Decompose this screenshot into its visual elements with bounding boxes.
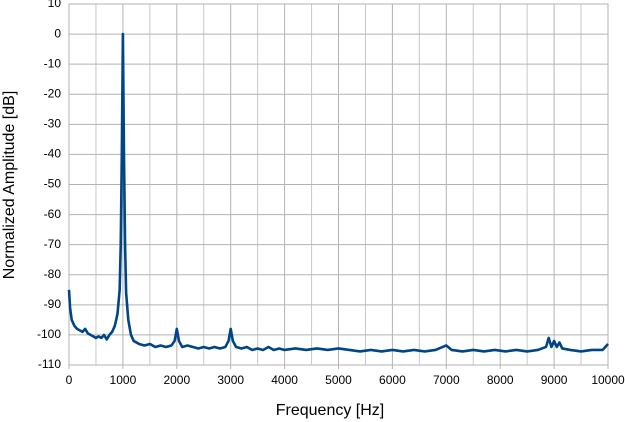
y-tick-label: 10 xyxy=(48,0,62,10)
x-tick-label: 9000 xyxy=(541,373,568,387)
y-tick-label: -70 xyxy=(44,237,62,251)
x-tick-label: 8000 xyxy=(487,373,514,387)
y-tick-label: -30 xyxy=(44,117,62,131)
y-tick-label: -80 xyxy=(44,267,62,281)
x-tick-label: 3000 xyxy=(217,373,244,387)
x-tick-label: 4000 xyxy=(271,373,298,387)
x-tick-label: 5000 xyxy=(325,373,352,387)
y-tick-label: -60 xyxy=(44,207,62,221)
x-tick-label: 0 xyxy=(66,373,73,387)
x-tick-label: 6000 xyxy=(379,373,406,387)
y-tick-label: -90 xyxy=(44,297,62,311)
y-tick-label: -50 xyxy=(44,177,62,191)
data-line xyxy=(67,32,609,353)
y-tick-label: -20 xyxy=(44,86,62,100)
y-tick-label: -100 xyxy=(37,327,61,341)
y-tick-label: -110 xyxy=(38,357,61,371)
y-tick-label: -10 xyxy=(44,56,62,70)
y-tick-label: -40 xyxy=(44,147,62,161)
x-axis-title: Frequency [Hz] xyxy=(276,402,384,419)
x-tick-label: 1000 xyxy=(110,373,137,387)
x-tick-label: 7000 xyxy=(433,373,460,387)
x-tick-label: 10000 xyxy=(591,373,625,387)
y-axis-title: Normalized Amplitude [dB] xyxy=(1,91,18,280)
y-tick-label: 0 xyxy=(54,26,61,40)
plot-frame xyxy=(68,3,609,366)
x-tick-label: 2000 xyxy=(163,373,190,387)
